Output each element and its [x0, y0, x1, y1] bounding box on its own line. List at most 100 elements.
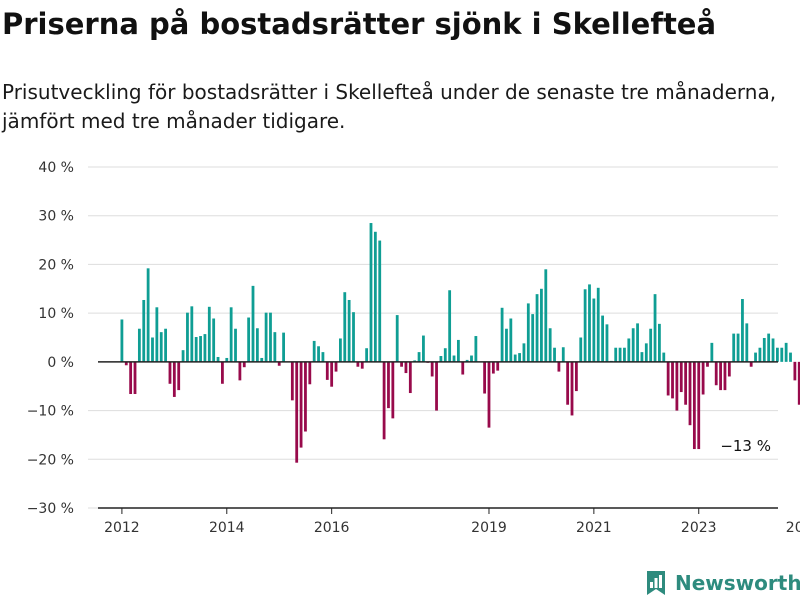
bar: [247, 317, 251, 362]
bar: [727, 361, 731, 377]
bar: [679, 361, 683, 393]
chart-subtitle: Prisutveckling för bostadsrätter i Skell…: [2, 80, 777, 133]
bar: [312, 340, 316, 362]
bar: [548, 328, 552, 362]
bar: [334, 361, 338, 372]
bar: [491, 361, 495, 374]
bar: [762, 337, 766, 362]
bar: [623, 347, 626, 362]
bar: [692, 361, 696, 450]
bar: [697, 361, 701, 450]
bar: [133, 361, 137, 395]
bar: [251, 285, 255, 362]
bar: [566, 361, 570, 405]
bar: [736, 333, 740, 362]
bar: [207, 306, 211, 362]
bar: [216, 356, 220, 362]
bar: [531, 314, 535, 362]
y-tick-label: 30 %: [38, 209, 74, 225]
bar: [487, 361, 491, 428]
brand[interactable]: Newsworthy: [645, 568, 800, 598]
bar: [352, 312, 355, 362]
bar: [452, 355, 456, 362]
bar: [470, 355, 473, 362]
bar: [561, 347, 565, 362]
bar: [644, 343, 648, 362]
bar: [640, 352, 644, 362]
x-tick-label: 2019: [471, 520, 507, 536]
bar: [439, 356, 443, 362]
bar: [461, 361, 465, 375]
bar: [308, 361, 312, 385]
bar: [151, 337, 154, 362]
bar: [404, 361, 408, 374]
axes: [98, 361, 778, 509]
bar: [723, 361, 727, 391]
bar: [614, 347, 618, 362]
bar: [758, 347, 762, 362]
bar: [588, 284, 591, 362]
bar: [688, 361, 692, 426]
y-tick-label: 40 %: [38, 160, 74, 176]
bar: [282, 332, 285, 362]
bar: [238, 361, 242, 381]
bar: [365, 348, 369, 362]
bar: [601, 315, 604, 362]
bar: [544, 269, 548, 362]
y-tick-label: −10 %: [27, 404, 74, 420]
bar: [671, 361, 674, 399]
bar: [732, 333, 736, 362]
bar: [129, 361, 133, 395]
bar: [360, 361, 364, 369]
x-tick-label: 2025: [786, 520, 800, 536]
bar: [570, 361, 574, 416]
bar: [666, 361, 670, 396]
bar: [190, 306, 194, 362]
bar: [120, 319, 124, 362]
bar: [273, 332, 277, 362]
bar: [142, 299, 146, 362]
bar: [513, 354, 517, 362]
bar: [592, 298, 596, 362]
bar: [518, 353, 521, 362]
bar: [369, 223, 373, 362]
y-tick-label: 10 %: [38, 306, 74, 322]
bar: [784, 342, 788, 362]
bar: [395, 315, 399, 362]
bar: [317, 346, 320, 362]
bar: [387, 361, 390, 409]
bar: [636, 323, 639, 362]
bar: [391, 361, 395, 419]
bar: [203, 334, 207, 362]
bar: [225, 357, 229, 362]
grid-lines: [88, 166, 778, 509]
bar: [631, 328, 635, 362]
bar: [356, 361, 360, 367]
x-tick-label: 2012: [104, 520, 140, 536]
bar: [684, 361, 688, 405]
bar: [509, 318, 513, 362]
bar: [780, 347, 784, 362]
bar: [199, 336, 202, 362]
bar: [378, 240, 382, 362]
bar: [159, 332, 163, 362]
y-tick-label: 0 %: [47, 355, 74, 371]
bar: [325, 361, 329, 380]
bar: [186, 312, 189, 362]
bar: [771, 338, 775, 362]
bar: [435, 361, 438, 411]
x-tick-label: 2023: [681, 520, 717, 536]
x-tick-label: 2021: [576, 520, 612, 536]
bar: [299, 361, 303, 448]
bar: [583, 289, 587, 362]
bar: [417, 352, 421, 362]
bar: [229, 307, 233, 362]
bar: [242, 361, 246, 368]
bar: [164, 328, 167, 362]
bar: [574, 361, 578, 392]
bar: [662, 352, 666, 362]
bar: [505, 328, 508, 362]
bar: [277, 361, 281, 366]
bar: [448, 290, 452, 362]
